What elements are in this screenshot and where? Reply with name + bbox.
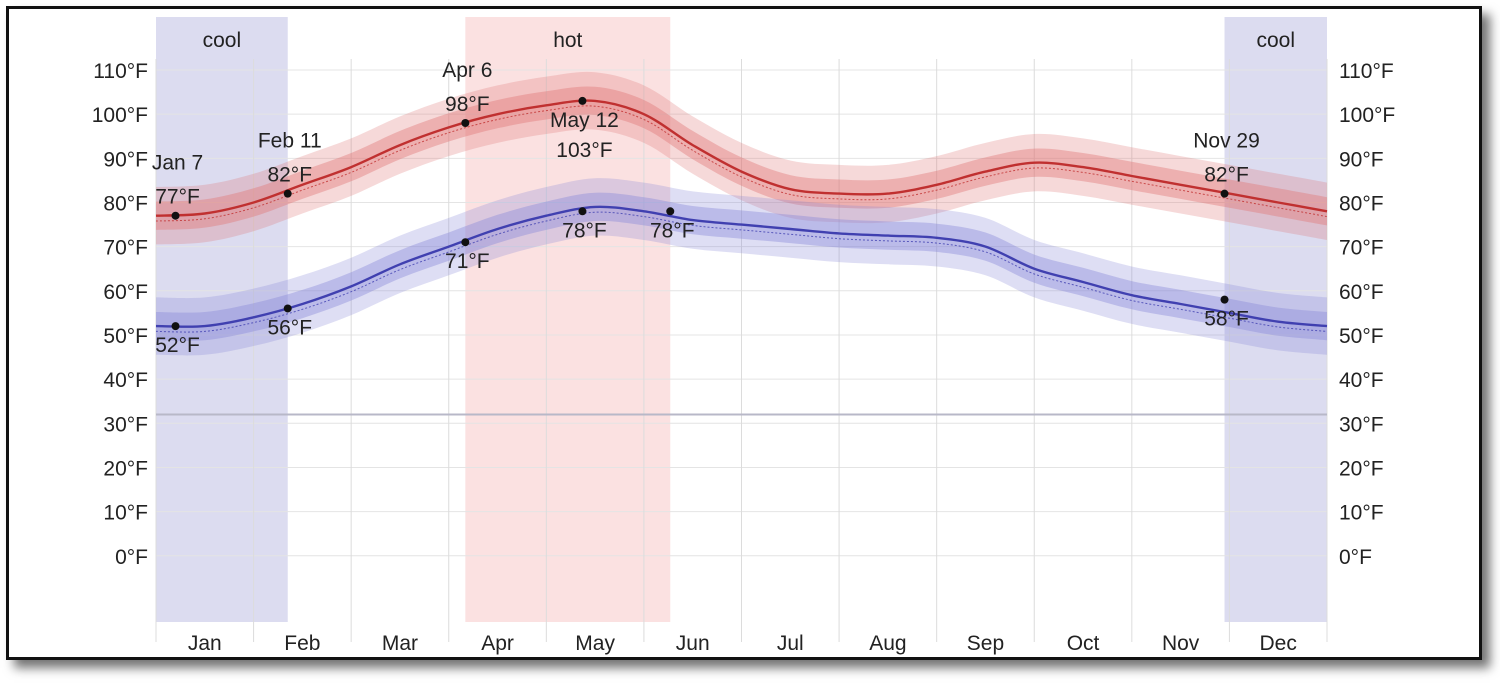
y-tick-left: 50°F <box>103 325 148 348</box>
annotation-date: Nov 29 <box>1193 130 1260 153</box>
month-label-jul: Jul <box>777 632 804 655</box>
season-band-cool <box>1224 17 1327 622</box>
annotation-date: Feb 11 <box>258 130 322 153</box>
band-inner-0 <box>156 86 1327 230</box>
y-tick-right: 40°F <box>1339 369 1384 392</box>
month-label-jun: Jun <box>676 632 710 655</box>
month-label-aug: Aug <box>869 632 906 655</box>
temperature-chart: cool hot cool 0°F 0°F 10°F 10°F 20°F 20°F 30°F 30… <box>92 17 1396 655</box>
annotation-point <box>171 211 180 220</box>
series-dotted-line-0 <box>155 105 1328 222</box>
y-tick-right: 50°F <box>1339 325 1384 348</box>
month-label-mar: Mar <box>382 632 418 655</box>
y-tick-right: 70°F <box>1339 237 1384 260</box>
month-label-oct: Oct <box>1067 632 1100 655</box>
y-tick-left: 10°F <box>103 502 148 525</box>
annotation-value: 71°F <box>445 250 490 273</box>
season-label-cool: cool <box>203 29 242 52</box>
annotation-value: 82°F <box>1204 164 1249 187</box>
annotation-point <box>666 207 675 216</box>
month-label-nov: Nov <box>1162 632 1200 655</box>
y-tick-right: 0°F <box>1339 546 1372 569</box>
annotation-date: Jan 7 <box>152 152 203 175</box>
y-tick-right: 10°F <box>1339 502 1384 525</box>
annotation-point <box>1220 189 1229 198</box>
annotation-value: 56°F <box>267 316 312 339</box>
annotation-point <box>461 238 470 247</box>
y-tick-left: 90°F <box>103 148 148 171</box>
annotation-value: 78°F <box>562 219 607 242</box>
season-label-cool: cool <box>1257 29 1296 52</box>
annotation-value: 52°F <box>155 334 200 357</box>
season-band-hot <box>465 17 671 622</box>
y-tick-left: 70°F <box>103 237 148 260</box>
annotation-point <box>283 304 292 313</box>
y-tick-right: 100°F <box>1339 104 1395 127</box>
y-tick-right: 60°F <box>1339 281 1384 304</box>
month-label-apr: Apr <box>481 632 514 655</box>
y-tick-right: 110°F <box>1339 60 1394 83</box>
y-tick-right: 80°F <box>1339 192 1384 215</box>
month-label-sep: Sep <box>967 632 1004 655</box>
chart-frame: cool hot cool 0°F 0°F 10°F 10°F 20°F 20°F 30°F 30… <box>6 6 1482 660</box>
annotation-point <box>1220 295 1229 304</box>
season-band-cool <box>156 17 288 622</box>
annotation-value: 77°F <box>155 186 200 209</box>
y-tick-left: 40°F <box>103 369 148 392</box>
series-dotted-line-1 <box>155 211 1328 333</box>
grid <box>155 59 1328 642</box>
y-tick-right: 30°F <box>1339 413 1384 436</box>
y-tick-left: 0°F <box>115 546 148 569</box>
band-outer-1 <box>156 178 1327 356</box>
temperature-lines <box>155 99 1328 333</box>
annotation-value: 78°F <box>650 219 695 242</box>
annotation-value: 103°F <box>556 139 612 162</box>
annotation-value: 98°F <box>445 93 490 116</box>
annotation-value: 58°F <box>1204 308 1249 331</box>
annotation-date: Apr 6 <box>442 59 492 82</box>
annotation-date: May 12 <box>550 109 619 132</box>
annotation-point <box>461 118 470 127</box>
y-tick-right: 90°F <box>1339 148 1384 171</box>
month-label-may: May <box>575 632 615 655</box>
y-tick-left: 60°F <box>103 281 148 304</box>
annotation-points <box>171 96 1229 331</box>
x-axis-months: Jan Feb Mar Apr May Jun Jul Aug Sep Oct Nov Dec <box>188 632 1297 655</box>
y-tick-left: 20°F <box>103 457 148 480</box>
season-label-hot: hot <box>553 29 582 52</box>
season-bands: cool hot cool <box>156 17 1327 622</box>
series-line-low <box>155 205 1328 328</box>
annotation-point <box>171 322 180 331</box>
series-line-high <box>155 99 1328 217</box>
y-tick-left: 30°F <box>103 413 148 436</box>
temperature-bands <box>156 71 1327 356</box>
month-label-dec: Dec <box>1260 632 1297 655</box>
annotation-point <box>283 189 292 198</box>
y-tick-left: 110°F <box>93 60 148 83</box>
month-label-jan: Jan <box>188 632 222 655</box>
annotation-value: 82°F <box>267 164 312 187</box>
month-label-feb: Feb <box>284 632 320 655</box>
y-axis-ticks: 0°F 0°F 10°F 10°F 20°F 20°F 30°F 30°F 40°F 40°F 50… <box>92 60 1396 569</box>
y-tick-left: 100°F <box>92 104 148 127</box>
annotations: Jan 7 77°F Feb 11 82°F Apr 6 98°F May 12 103°F N… <box>152 59 1260 357</box>
y-tick-left: 80°F <box>103 192 148 215</box>
band-inner-1 <box>156 192 1327 341</box>
annotation-point <box>578 96 587 105</box>
y-tick-right: 20°F <box>1339 457 1384 480</box>
annotation-point <box>578 207 587 216</box>
band-outer-0 <box>156 71 1327 245</box>
